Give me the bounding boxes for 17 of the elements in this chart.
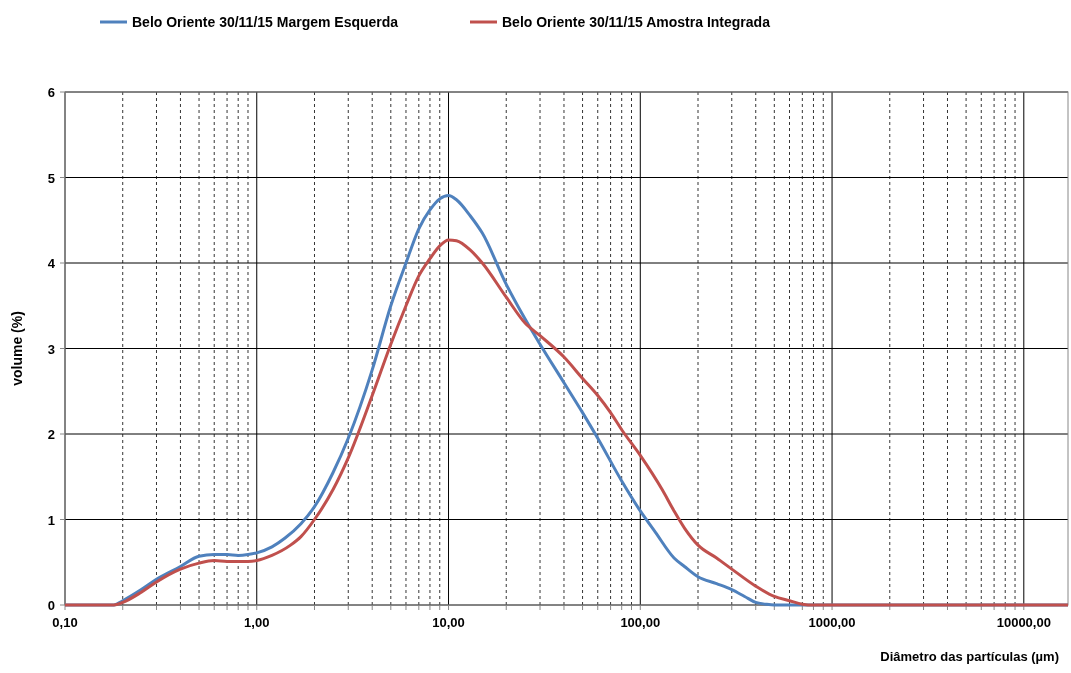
x-tick-label: 10,00 xyxy=(432,615,465,630)
y-axis-title: volume (%) xyxy=(9,311,25,386)
y-tick-label: 3 xyxy=(47,341,55,357)
x-tick-label: 0,10 xyxy=(52,615,78,630)
legend-label: Belo Oriente 30/11/15 Amostra Integrada xyxy=(502,14,771,30)
y-tick-label: 4 xyxy=(47,256,56,271)
x-tick-label: 10000,00 xyxy=(996,615,1051,630)
x-tick-label: 1,00 xyxy=(244,615,270,630)
x-axis-title: Diâmetro das partículas (µm) xyxy=(880,649,1059,664)
y-tick-label: 2 xyxy=(47,427,55,442)
y-tick-label: 0 xyxy=(47,598,55,613)
y-tick-label: 5 xyxy=(47,170,55,186)
y-tick-label: 6 xyxy=(47,85,55,100)
x-tick-label: 100,00 xyxy=(620,615,661,630)
legend-label: Belo Oriente 30/11/15 Margem Esquerda xyxy=(132,14,399,30)
y-tick-label: 1 xyxy=(47,512,55,528)
x-tick-label: 1000,00 xyxy=(808,615,856,630)
